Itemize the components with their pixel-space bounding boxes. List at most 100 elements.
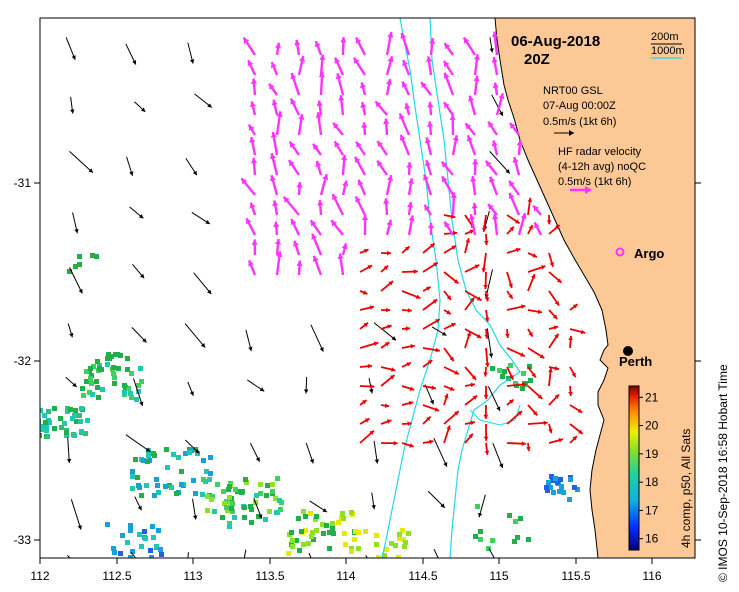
- hf-arrow-red: [443, 309, 452, 315]
- sst-pixel: [122, 390, 127, 395]
- sst-pixel: [341, 516, 346, 521]
- sst-pixel: [232, 515, 237, 520]
- model-arrow: [427, 490, 446, 509]
- hf-arrow-red: [464, 366, 477, 381]
- sst-pixel: [508, 363, 513, 368]
- hf-arrow-red: [443, 322, 456, 330]
- model-arrow: [132, 378, 144, 407]
- sst-pixel: [65, 409, 70, 414]
- sst-pixel: [299, 529, 304, 534]
- hf-arrow-magenta: [361, 122, 368, 136]
- hf-arrow-magenta: [385, 78, 393, 96]
- hf-arrow-red: [548, 271, 563, 284]
- hf-arrow-magenta: [484, 160, 498, 176]
- sst-pixel: [94, 379, 99, 384]
- hf-arrow-red: [506, 271, 513, 289]
- model-arrow: [134, 496, 142, 511]
- hf-arrow-red: [548, 438, 564, 444]
- sst-pixel: [330, 526, 335, 531]
- hf-arrow-red: [380, 374, 396, 387]
- sst-pixel: [137, 532, 142, 537]
- hf-arrow-magenta: [332, 122, 344, 136]
- hf-arrow-red: [422, 439, 434, 445]
- hf-arrow-red: [484, 290, 490, 302]
- hf-arrow-red: [569, 435, 578, 444]
- hf-arrow-magenta: [296, 260, 303, 276]
- hf-arrow-magenta: [441, 175, 455, 196]
- hf-arrow-magenta: [516, 139, 523, 156]
- model-arrow: [69, 267, 83, 294]
- hf-arrow-red: [548, 365, 560, 371]
- model-arrow: [193, 272, 212, 295]
- hf-arrow-red: [380, 280, 394, 292]
- hf-arrow-red: [443, 214, 456, 219]
- hf-arrow-red: [548, 325, 559, 330]
- hf-arrow-red: [422, 404, 440, 412]
- hf-arrow-magenta: [491, 31, 499, 56]
- sst-pixel: [265, 483, 270, 488]
- sst-pixel: [58, 416, 63, 421]
- sst-pixel: [401, 537, 406, 542]
- model-arrow: [134, 101, 146, 113]
- hf-arrow-red: [464, 238, 471, 254]
- hf-arrow-red: [483, 423, 489, 441]
- sst-pixel: [296, 516, 301, 521]
- sst-pixel: [107, 356, 112, 361]
- hf-arrow-magenta: [341, 243, 348, 256]
- hf-arrow-magenta: [508, 192, 521, 216]
- hf-arrow-magenta: [293, 240, 301, 256]
- hf-arrow-red: [422, 242, 436, 254]
- map-time: 20Z: [524, 51, 550, 68]
- sst-pixel: [208, 455, 213, 460]
- hf-arrow-red: [380, 403, 390, 408]
- sst-pixel: [80, 386, 85, 391]
- model-arrow: [184, 323, 206, 348]
- sst-pixel: [572, 485, 577, 490]
- sst-pixel: [551, 490, 556, 495]
- sst-pixel: [553, 476, 558, 481]
- hf-arrow-red: [380, 250, 392, 256]
- sst-pixel: [256, 514, 261, 519]
- sst-pixel: [151, 535, 156, 540]
- hf-arrow-magenta: [443, 101, 454, 116]
- sst-pixel: [200, 492, 205, 497]
- hf-arrow-magenta: [385, 174, 394, 196]
- hf-arrow-red: [484, 442, 490, 456]
- hf-arrow-red: [506, 366, 514, 381]
- sst-pixel: [144, 483, 149, 488]
- sst-pixel: [500, 374, 505, 379]
- sst-pixel: [130, 474, 135, 479]
- hf-arrow-magenta: [495, 92, 505, 116]
- y-tick-label: -32: [14, 354, 32, 368]
- hf-arrow-magenta: [272, 200, 279, 216]
- plot-frame: [39, 17, 696, 559]
- sst-pixel: [308, 511, 313, 516]
- sst-pixel: [207, 477, 212, 482]
- sst-pixel: [294, 538, 299, 543]
- hf-arrow-red: [506, 226, 515, 235]
- hf-arrow-red: [422, 347, 441, 353]
- sst-pixel: [81, 393, 86, 398]
- sst-pixel: [125, 367, 130, 372]
- sst-pixel: [389, 541, 394, 546]
- sst-pixel: [154, 544, 159, 549]
- hf-arrow-magenta: [247, 124, 257, 136]
- hf-arrow-red: [443, 244, 457, 254]
- sst-pixel: [397, 532, 402, 537]
- sst-pixel: [274, 510, 279, 515]
- sst-pixel: [84, 379, 89, 384]
- sst-pixel: [527, 364, 532, 369]
- hf-arrow-magenta: [355, 37, 367, 56]
- hf-arrow-magenta: [318, 71, 326, 96]
- isobath-1000m-label: 1000m: [651, 45, 685, 57]
- sst-pixel: [150, 524, 155, 529]
- hf-arrow-red: [483, 404, 489, 419]
- sst-pixel: [118, 551, 123, 556]
- sst-pixel: [546, 480, 551, 485]
- sst-pixel: [243, 477, 248, 482]
- model-arrow: [245, 329, 253, 352]
- sst-pixel: [548, 485, 553, 490]
- sst-pixel: [77, 254, 82, 259]
- sst-pixels: [40, 253, 580, 558]
- hf-arrow-magenta: [315, 112, 323, 136]
